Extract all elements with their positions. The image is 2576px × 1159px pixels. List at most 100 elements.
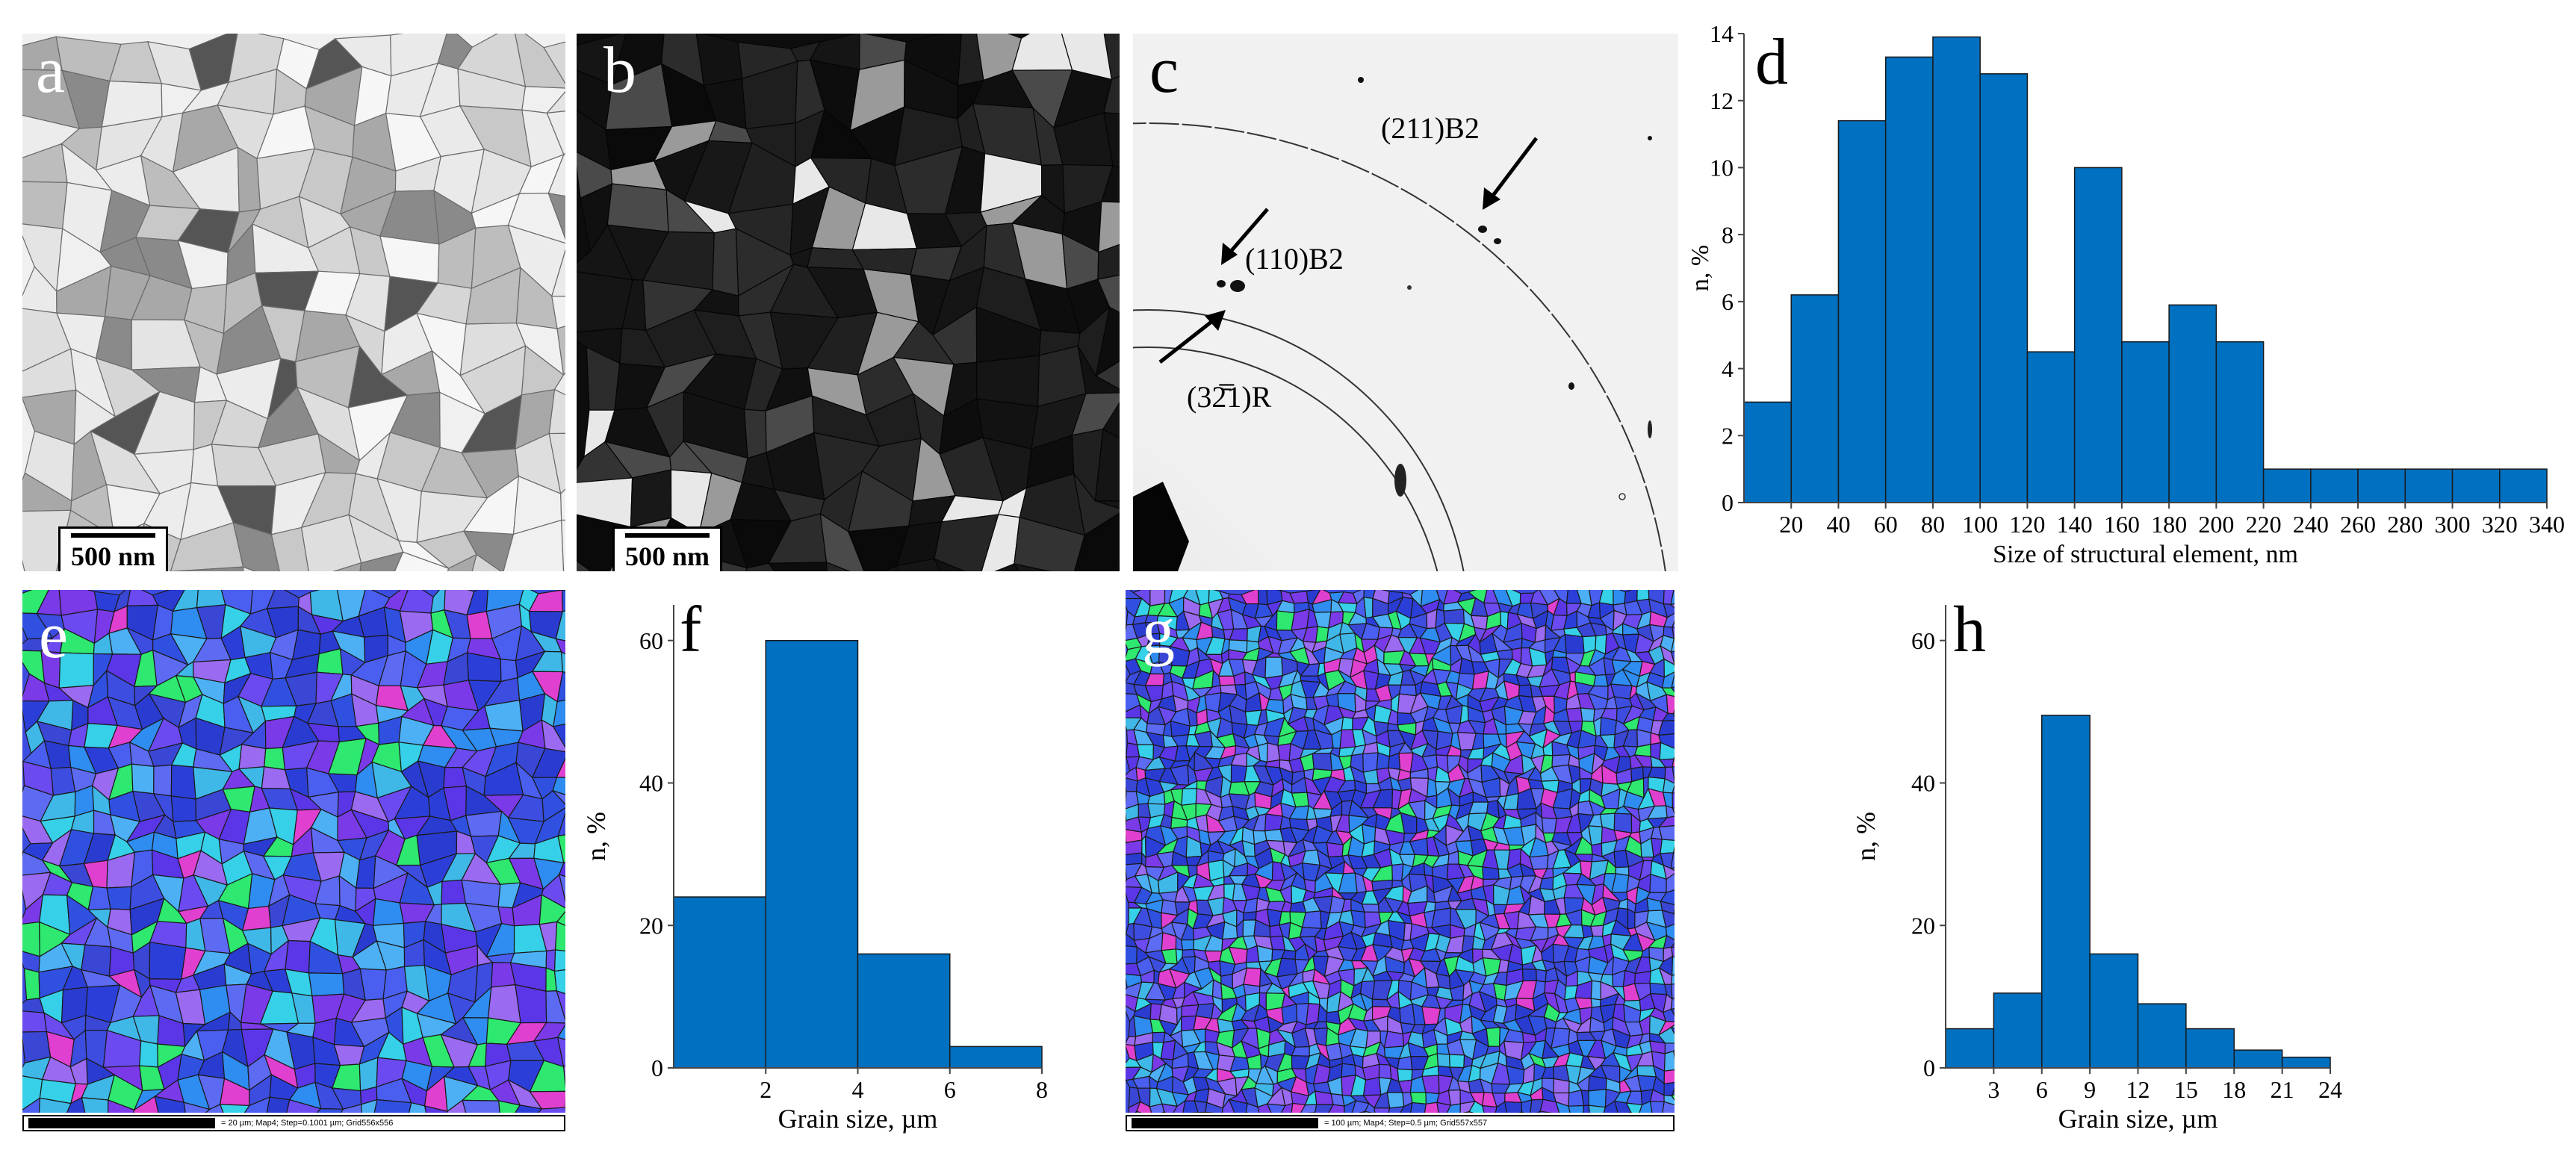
histogram-bar <box>765 639 859 1069</box>
histogram-bar <box>673 896 766 1069</box>
arrow-head <box>1221 243 1238 265</box>
histogram-bar <box>2357 468 2406 503</box>
x-tick-label: 340 <box>2529 511 2565 538</box>
panel-label-h: h <box>1953 594 1986 666</box>
scale-bar-label: 500 nm <box>625 541 710 571</box>
panel-g-ebsd-map: g = 100 µm; Map4; Step=0.5 µm; Grid557x5… <box>1126 590 1675 1131</box>
x-tick-label: 80 <box>1921 511 1945 538</box>
chart-d: 0 2 4 6 8 10 12 14 20 40 60 80 100 120 140 160 180 200 220… <box>1686 20 2565 568</box>
scale-bar-line <box>1132 1118 1318 1129</box>
diffraction-spot <box>1494 238 1501 244</box>
arrow-211 <box>1489 137 1538 201</box>
arrow-head <box>1483 187 1500 210</box>
x-tick-label: 300 <box>2435 511 2471 538</box>
panel-label-g: g <box>1142 595 1175 668</box>
diffraction-spot <box>1217 280 1226 288</box>
x-tick-label: 24 <box>2318 1076 2342 1103</box>
y-tick-label: 10 <box>1710 155 1734 181</box>
x-tick-label: 260 <box>2340 511 2376 538</box>
histogram-bar <box>2499 468 2548 503</box>
x-tick-label: 280 <box>2387 511 2423 538</box>
ring-label-321: (32̄̅1)R <box>1187 380 1272 414</box>
scale-bar-line <box>71 533 156 538</box>
diffraction-spot <box>1618 493 1626 500</box>
x-tick-label: 120 <box>2009 511 2045 538</box>
y-tick-label: 0 <box>651 1054 663 1081</box>
y-axis-label: n, % <box>583 812 611 861</box>
histogram-bar <box>2310 468 2359 503</box>
x-tick-label: 240 <box>2293 511 2329 538</box>
histogram-bar <box>2215 341 2265 503</box>
x-tick-label: 6 <box>2036 1076 2048 1103</box>
ring-label-110: (110)B2 <box>1245 242 1344 276</box>
chart-f: 0 20 40 60 2 4 6 8 Grain size, µm n, % <box>581 605 1048 1134</box>
arrow-head <box>1205 310 1226 331</box>
x-tick-label: 18 <box>2222 1076 2246 1103</box>
panel-f-histogram: 0 20 40 60 2 4 6 8 Grain size, µm n, % f <box>581 590 1105 1143</box>
x-axis-label: Size of structural element, nm <box>1993 541 2298 568</box>
histogram-bar <box>2073 167 2123 503</box>
y-tick-label: 60 <box>1911 627 1935 654</box>
panel-label-c: c <box>1149 34 1179 107</box>
tem-bright-field-texture <box>22 34 565 571</box>
histogram-bar <box>2233 1049 2283 1069</box>
y-tick-label: 40 <box>1911 770 1935 797</box>
x-tick-label: 320 <box>2482 511 2518 538</box>
arrow-321 <box>1158 317 1217 364</box>
central-beam-glow <box>1133 273 1469 571</box>
x-tick-label: 2 <box>760 1076 772 1103</box>
panel-label-b: b <box>603 34 636 107</box>
y-tick-label: 0 <box>1722 489 1734 516</box>
histogram-bar <box>2041 715 2091 1069</box>
x-tick-label: 8 <box>1036 1076 1048 1103</box>
panel-e-ebsd-map: e = 20 µm; Map4; Step=0.1001 µm; Grid556… <box>22 590 565 1131</box>
y-tick-label: 20 <box>1911 912 1935 939</box>
x-axis-label: Grain size, µm <box>2058 1104 2218 1134</box>
scale-bar-line <box>625 533 710 538</box>
y-tick-label: 40 <box>639 770 663 797</box>
scale-bar-a: 500 nm <box>58 526 169 571</box>
ebsd-caption: = 100 µm; Map4; Step=0.5 µm; Grid557x557 <box>1324 1119 1488 1128</box>
y-tick-label: 0 <box>1923 1054 1935 1081</box>
ring-110 <box>1133 309 1465 571</box>
histogram-bar <box>1743 401 1792 503</box>
panel-label-f: f <box>680 594 702 666</box>
x-tick-label: 21 <box>2271 1076 2294 1103</box>
x-tick-label: 6 <box>944 1076 956 1103</box>
y-tick-label: 60 <box>639 627 663 654</box>
y-tick-label: 6 <box>1722 288 1734 315</box>
diffraction-spot <box>1478 226 1487 233</box>
panel-d-histogram: 0 2 4 6 8 10 12 14 20 40 60 80 100 120 140 160 180 200 220… <box>1686 15 2573 582</box>
panel-label-a: a <box>36 34 66 107</box>
y-tick-label: 14 <box>1710 20 1734 47</box>
diffraction-spot <box>1358 77 1364 83</box>
histogram-bar <box>2026 351 2076 503</box>
diffraction-spot <box>1648 420 1652 438</box>
ebsd-grain-map-g <box>1126 590 1675 1131</box>
ebsd-grain-map-e <box>22 590 565 1131</box>
y-tick-label: 12 <box>1710 87 1734 114</box>
ebsd-info-bar-g: = 100 µm; Map4; Step=0.5 µm; Grid557x557 <box>1126 1115 1675 1131</box>
histogram-bar <box>1945 1028 1995 1069</box>
diffraction-spot <box>1568 382 1574 390</box>
histogram-bar <box>1837 119 1887 503</box>
y-axis-label: n, % <box>1692 245 1714 291</box>
ebsd-info-bar-e: = 20 µm; Map4; Step=0.1001 µm; Grid556x5… <box>22 1115 565 1131</box>
y-tick-label: 8 <box>1722 221 1734 248</box>
scale-bar-b: 500 nm <box>612 526 723 571</box>
x-tick-label: 220 <box>2246 511 2282 538</box>
diffraction-spot <box>1394 464 1406 497</box>
histogram-bar <box>857 953 951 1069</box>
x-axis-label: Grain size, µm <box>778 1104 938 1134</box>
arrow-110 <box>1227 208 1269 255</box>
ebsd-caption: = 20 µm; Map4; Step=0.1001 µm; Grid556x5… <box>221 1119 394 1128</box>
histogram-bar <box>1979 73 2029 503</box>
x-tick-label: 12 <box>2126 1076 2150 1103</box>
histogram-bar <box>2262 468 2312 503</box>
histogram-bar <box>2451 468 2501 503</box>
x-tick-label: 15 <box>2174 1076 2198 1103</box>
x-tick-label: 200 <box>2198 511 2234 538</box>
panel-a-bright-field-image: a 500 nm <box>22 34 565 571</box>
x-tick-label: 4 <box>852 1076 864 1103</box>
x-tick-label: 180 <box>2151 511 2187 538</box>
